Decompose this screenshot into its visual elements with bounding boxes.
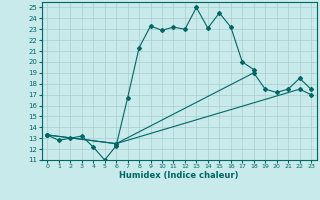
X-axis label: Humidex (Indice chaleur): Humidex (Indice chaleur) <box>119 171 239 180</box>
